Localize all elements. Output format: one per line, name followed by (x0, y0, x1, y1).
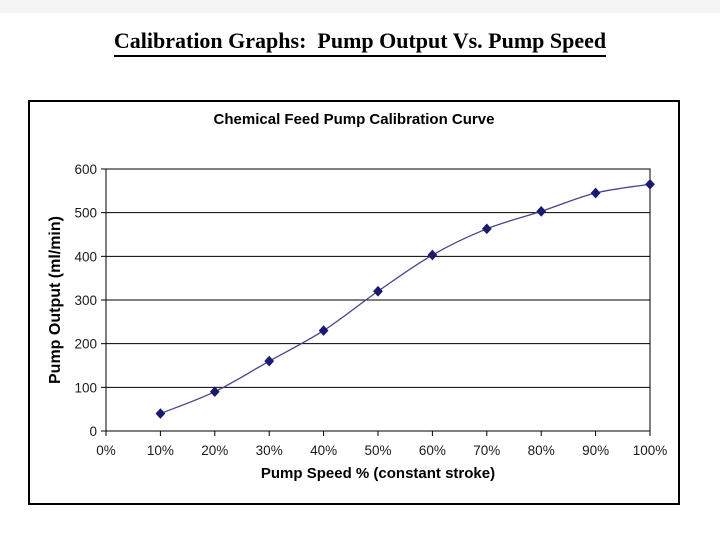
y-tick-label-0: 0 (89, 424, 97, 439)
y-axis-title: Pump Output (ml/min) (47, 216, 64, 384)
x-tick-label-20: 20% (201, 443, 228, 458)
x-tick-label-90: 90% (582, 443, 609, 458)
data-point-marker-100 (645, 178, 655, 190)
x-tick-label-80: 80% (528, 443, 555, 458)
page-title: Calibration Graphs: Pump Output Vs. Pump… (113, 28, 607, 57)
y-tick-label-200: 200 (74, 337, 97, 352)
data-point-marker-20 (209, 386, 220, 398)
y-tick-label-400: 400 (74, 249, 97, 264)
series-line-0 (160, 183, 651, 415)
x-tick-label-40: 40% (310, 443, 337, 458)
y-tick-label-100: 100 (74, 380, 97, 395)
page-header: Calibration Graphs: Pump Output Vs. Pump… (0, 28, 720, 57)
data-point-marker-90 (590, 187, 601, 199)
data-point-marker-10 (155, 408, 166, 419)
data-point-marker-30 (264, 355, 275, 367)
x-tick-label-50: 50% (364, 443, 391, 458)
data-point-marker-50 (373, 285, 383, 297)
x-tick-label-70: 70% (473, 443, 500, 458)
calibration-chart-plot: 0 100 200 300 400 500 600 0% 10% 20% 30% 40% 50% 60% 7… (74, 162, 668, 458)
x-tick-label-100: 100% (633, 443, 668, 458)
x-tick-label-60: 60% (419, 443, 446, 458)
top-strip (0, 0, 720, 14)
calibration-chart-frame: 0 100 200 300 400 500 600 0% 10% 20% 30% 40% 50% 60% 7… (28, 100, 680, 505)
data-point-marker-40 (318, 325, 329, 336)
x-axis-title: Pump Speed % (constant stroke) (260, 465, 496, 482)
y-tick-label-300: 300 (74, 293, 97, 308)
data-point-marker-60 (427, 249, 438, 261)
y-tick-label-600: 600 (74, 162, 97, 177)
x-tick-label-30: 30% (256, 443, 283, 458)
x-tick-label-0: 0% (96, 443, 116, 458)
data-point-marker-70 (481, 223, 492, 235)
y-tick-label-500: 500 (74, 206, 97, 221)
data-point-marker-80 (536, 206, 547, 217)
chart-title: Chemical Feed Pump Calibration Curve (213, 111, 495, 128)
x-tick-label-10: 10% (147, 443, 174, 458)
